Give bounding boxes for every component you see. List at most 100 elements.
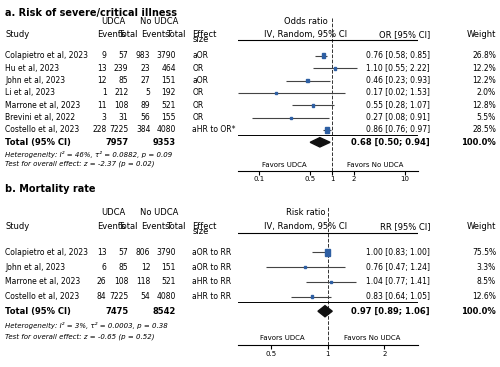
Text: 26: 26: [97, 277, 106, 286]
Text: 118: 118: [136, 277, 150, 286]
Text: OR: OR: [192, 113, 204, 122]
FancyBboxPatch shape: [304, 266, 306, 268]
Text: OR: OR: [192, 88, 204, 98]
Text: Risk ratio: Risk ratio: [286, 208, 326, 217]
FancyBboxPatch shape: [312, 104, 314, 107]
Text: 108: 108: [114, 101, 128, 110]
Text: b. Mortality rate: b. Mortality rate: [5, 184, 96, 193]
Text: 0.46 [0.23; 0.93]: 0.46 [0.23; 0.93]: [366, 76, 430, 85]
Text: No UDCA: No UDCA: [140, 208, 178, 217]
Text: Heterogeneity: I² = 3%, τ² = 0.0003, p = 0.38: Heterogeneity: I² = 3%, τ² = 0.0003, p =…: [5, 322, 168, 330]
Text: 84: 84: [97, 292, 106, 301]
Text: 192: 192: [162, 88, 176, 98]
Text: 7225: 7225: [109, 292, 128, 301]
Text: 57: 57: [119, 51, 128, 61]
Text: Test for overall effect: z = -0.65 (p = 0.52): Test for overall effect: z = -0.65 (p = …: [5, 334, 154, 340]
Text: 2.0%: 2.0%: [477, 88, 496, 98]
Text: Weight: Weight: [466, 30, 496, 39]
Text: aOR: aOR: [192, 51, 208, 61]
Text: IV, Random, 95% CI: IV, Random, 95% CI: [264, 30, 347, 39]
Text: aHR to OR*: aHR to OR*: [192, 126, 236, 134]
Text: 5.5%: 5.5%: [477, 113, 496, 122]
Text: 384: 384: [136, 126, 150, 134]
Text: Favors UDCA: Favors UDCA: [260, 335, 305, 341]
Text: Total: Total: [118, 222, 138, 231]
Text: 12.8%: 12.8%: [472, 101, 496, 110]
Text: Events: Events: [98, 30, 126, 39]
Text: aHR to RR: aHR to RR: [192, 277, 232, 286]
Text: 521: 521: [162, 101, 176, 110]
Text: Total: Total: [118, 30, 138, 39]
Text: 0.55 [0.28; 1.07]: 0.55 [0.28; 1.07]: [366, 101, 430, 110]
FancyBboxPatch shape: [330, 281, 332, 283]
Text: 521: 521: [162, 277, 176, 286]
Text: 212: 212: [114, 88, 128, 98]
Text: Li et al, 2023: Li et al, 2023: [5, 88, 55, 98]
FancyBboxPatch shape: [312, 295, 313, 298]
FancyBboxPatch shape: [334, 67, 336, 70]
Text: Colapietro et al, 2023: Colapietro et al, 2023: [5, 248, 88, 257]
Text: aOR: aOR: [192, 76, 208, 85]
Text: 11: 11: [97, 101, 106, 110]
Text: 56: 56: [141, 113, 150, 122]
Text: Study: Study: [5, 222, 29, 231]
Text: 3.3%: 3.3%: [477, 263, 496, 272]
Text: 0.76 [0.47; 1.24]: 0.76 [0.47; 1.24]: [366, 263, 430, 272]
Text: Weight: Weight: [466, 222, 496, 231]
Text: 1.00 [0.83; 1.00]: 1.00 [0.83; 1.00]: [366, 248, 430, 257]
Text: Effect: Effect: [192, 222, 217, 231]
Text: 13: 13: [97, 248, 106, 257]
FancyBboxPatch shape: [322, 54, 325, 58]
Text: 12: 12: [141, 263, 150, 272]
FancyBboxPatch shape: [326, 127, 329, 132]
Text: 3790: 3790: [156, 248, 176, 257]
Text: 7475: 7475: [105, 307, 128, 316]
Text: 7225: 7225: [109, 126, 128, 134]
Text: 108: 108: [114, 277, 128, 286]
Text: 12.2%: 12.2%: [472, 64, 496, 73]
Text: Costello et al, 2023: Costello et al, 2023: [5, 126, 79, 134]
Text: 0.86 [0.76; 0.97]: 0.86 [0.76; 0.97]: [366, 126, 430, 134]
Text: 100.0%: 100.0%: [461, 138, 496, 147]
Text: 100.0%: 100.0%: [461, 307, 496, 316]
Text: Brevini et al, 2022: Brevini et al, 2022: [5, 113, 75, 122]
Text: Favors UDCA: Favors UDCA: [262, 161, 307, 168]
Text: UDCA: UDCA: [101, 208, 125, 217]
Text: IV, Random, 95% CI: IV, Random, 95% CI: [264, 222, 347, 231]
Text: 3790: 3790: [156, 51, 176, 61]
Text: Marrone et al, 2023: Marrone et al, 2023: [5, 277, 80, 286]
FancyBboxPatch shape: [276, 92, 277, 94]
Text: size: size: [192, 35, 209, 44]
Text: 0.76 [0.58; 0.85]: 0.76 [0.58; 0.85]: [366, 51, 430, 61]
Text: 239: 239: [114, 64, 128, 73]
Text: 0.27 [0.08; 0.91]: 0.27 [0.08; 0.91]: [366, 113, 430, 122]
Text: 6: 6: [102, 263, 106, 272]
Text: aHR to RR: aHR to RR: [192, 292, 232, 301]
Text: 57: 57: [119, 248, 128, 257]
Text: 12.6%: 12.6%: [472, 292, 496, 301]
Text: Effect: Effect: [192, 30, 217, 39]
Text: 8542: 8542: [152, 307, 176, 316]
Text: Colapietro et al, 2023: Colapietro et al, 2023: [5, 51, 88, 61]
Text: 9353: 9353: [153, 138, 176, 147]
Text: 28.5%: 28.5%: [472, 126, 496, 134]
Text: Total: Total: [166, 30, 186, 39]
Text: 228: 228: [92, 126, 106, 134]
Text: Events: Events: [142, 30, 170, 39]
Text: 3: 3: [102, 113, 106, 122]
Text: No UDCA: No UDCA: [140, 17, 178, 26]
FancyBboxPatch shape: [290, 117, 292, 119]
Text: 1: 1: [102, 88, 106, 98]
Text: 0.17 [0.02; 1.53]: 0.17 [0.02; 1.53]: [366, 88, 430, 98]
Text: 26.8%: 26.8%: [472, 51, 496, 61]
Text: 151: 151: [162, 263, 176, 272]
Text: OR: OR: [192, 64, 204, 73]
Text: size: size: [192, 227, 209, 236]
Text: Total (95% CI): Total (95% CI): [5, 307, 71, 316]
Text: OR [95% CI]: OR [95% CI]: [379, 30, 430, 39]
Text: 12: 12: [97, 76, 106, 85]
Text: 4080: 4080: [156, 292, 176, 301]
Polygon shape: [310, 138, 330, 147]
Text: 151: 151: [162, 76, 176, 85]
Text: Total: Total: [166, 222, 186, 231]
